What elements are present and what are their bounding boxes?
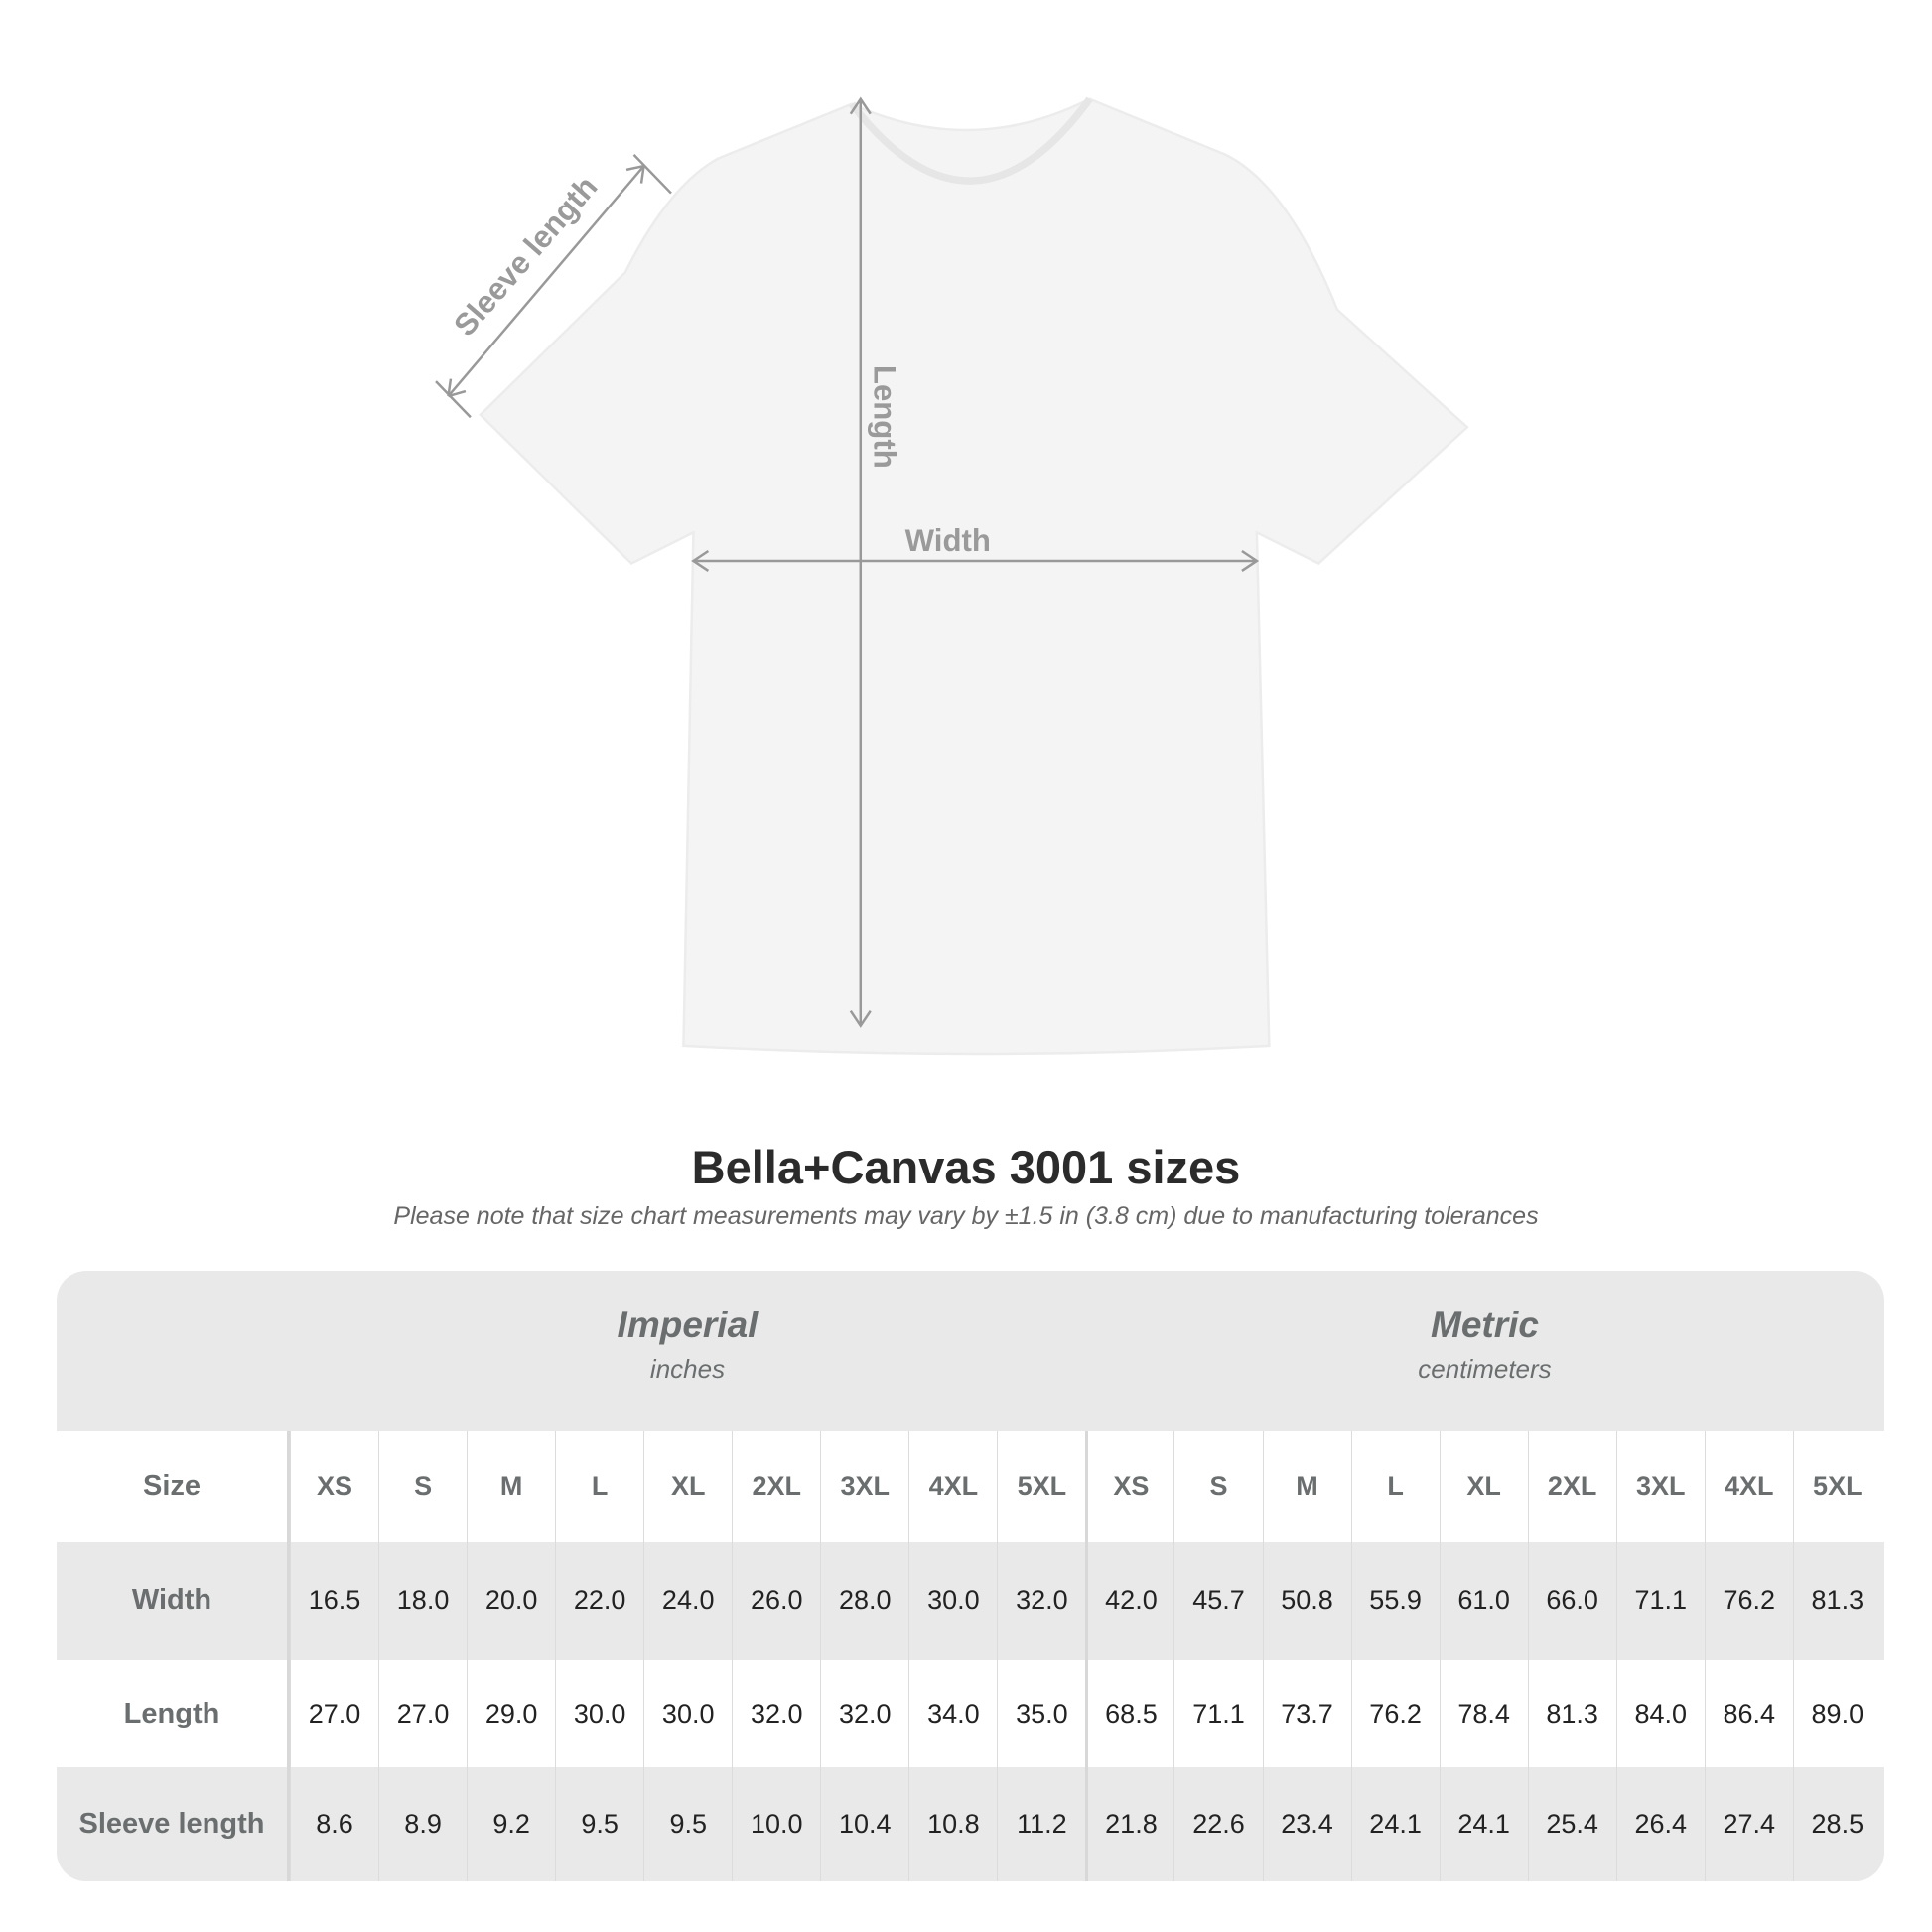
tolerance-note: Please note that size chart measurements… [393,1202,1539,1230]
imperial-value-cell: 9.5 [643,1767,732,1881]
metric-size-l: L [1350,1431,1440,1542]
imperial-value-cell: 24.0 [643,1542,732,1660]
imperial-value-cell: 28.0 [820,1542,908,1660]
size-table: Imperial inches Metric centimeters Size X… [57,1271,1884,1881]
metric-value-cell: 61.0 [1439,1542,1528,1660]
imperial-size-s: S [378,1431,467,1542]
sleeve-arrow [447,165,645,397]
metric-value-cell: 23.4 [1262,1767,1351,1881]
imperial-value-cell: 32.0 [997,1542,1085,1660]
imperial-value-cell: 10.8 [908,1767,997,1881]
metric-value-cell: 50.8 [1262,1542,1351,1660]
imperial-value-cell: 30.0 [643,1660,732,1767]
table-row-width: Width 16.5 18.0 20.0 22.0 24.0 26.0 28.0 30.0 32.… [57,1542,1884,1660]
metric-unit: centimeters [1418,1354,1552,1384]
imperial-size-l: L [555,1431,643,1542]
metric-size-4xl: 4XL [1704,1431,1793,1542]
imperial-value-cell: 29.0 [467,1660,555,1767]
imperial-value-cell: 20.0 [467,1542,555,1660]
imperial-size-xl: XL [643,1431,732,1542]
imperial-size-4xl: 4XL [908,1431,997,1542]
metric-header: Metric centimeters [1085,1271,1884,1431]
imperial-value-cell: 10.4 [820,1767,908,1881]
metric-value-cell: 24.1 [1350,1767,1440,1881]
imperial-size-3xl: 3XL [820,1431,908,1542]
table-row-sleeve-length: Sleeve length 8.6 8.9 9.2 9.5 9.5 10.0 10.4 10.8… [57,1767,1884,1881]
page-title: Bella+Canvas 3001 sizes [691,1141,1241,1193]
metric-value-cell: 76.2 [1704,1542,1793,1660]
imperial-value-cell: 11.2 [997,1767,1085,1881]
imperial-value-cell: 9.2 [467,1767,555,1881]
row-label: Length [57,1660,290,1767]
metric-size-s: S [1173,1431,1262,1542]
imperial-value-cell: 8.9 [378,1767,467,1881]
imperial-value-cell: 35.0 [997,1660,1085,1767]
imperial-value-cell: 32.0 [732,1660,820,1767]
imperial-value-cell: 27.0 [290,1660,378,1767]
imperial-unit: inches [649,1354,726,1384]
table-row-length: Length 27.0 27.0 29.0 30.0 30.0 32.0 32.0 34.0 35… [57,1660,1884,1767]
width-label: Width [905,523,991,558]
imperial-value-cell: 10.0 [732,1767,820,1881]
imperial-value-cell: 30.0 [908,1542,997,1660]
imperial-value-cell: 16.5 [290,1542,378,1660]
metric-value-cell: 86.4 [1704,1660,1793,1767]
imperial-value-cell: 30.0 [555,1660,643,1767]
imperial-value-cell: 8.6 [290,1767,378,1881]
imperial-value-cell: 26.0 [732,1542,820,1660]
metric-size-3xl: 3XL [1615,1431,1705,1542]
metric-value-cell: 25.4 [1527,1767,1616,1881]
imperial-value-cell: 22.0 [555,1542,643,1660]
tshirt-diagram: Sleeve length Length Width [435,96,1469,1056]
metric-value-cell: 73.7 [1262,1660,1351,1767]
metric-size-xl: XL [1439,1431,1528,1542]
size-header-label: Size [57,1431,290,1542]
metric-value-cell: 27.4 [1704,1767,1793,1881]
metric-value-cell: 71.1 [1615,1542,1705,1660]
metric-title: Metric [1431,1305,1539,1345]
metric-size-xs: XS [1085,1431,1173,1542]
metric-value-cell: 42.0 [1085,1542,1173,1660]
metric-value-cell: 78.4 [1439,1660,1528,1767]
imperial-size-2xl: 2XL [732,1431,820,1542]
length-label: Length [867,365,901,469]
metric-value-cell: 68.5 [1085,1660,1173,1767]
tshirt-image [479,97,1469,1056]
imperial-header: Imperial inches [290,1271,1085,1431]
metric-value-cell: 84.0 [1615,1660,1705,1767]
metric-size-5xl: 5XL [1792,1431,1881,1542]
metric-value-cell: 66.0 [1527,1542,1616,1660]
metric-value-cell: 28.5 [1792,1767,1881,1881]
row-label: Width [57,1542,290,1660]
dimension-arrows [435,96,1260,1028]
metric-size-m: M [1262,1431,1351,1542]
metric-value-cell: 45.7 [1173,1542,1262,1660]
metric-value-cell: 26.4 [1615,1767,1705,1881]
imperial-size-5xl: 5XL [997,1431,1085,1542]
metric-value-cell: 89.0 [1792,1660,1881,1767]
imperial-value-cell: 32.0 [820,1660,908,1767]
imperial-value-cell: 9.5 [555,1767,643,1881]
size-header-row: Size XS S M L XL 2XL 3XL 4XL 5XL XS S M L XL 2XL 3XL 4XL 5… [57,1431,1884,1542]
imperial-value-cell: 34.0 [908,1660,997,1767]
imperial-title: Imperial [617,1305,759,1345]
metric-value-cell: 24.1 [1439,1767,1528,1881]
row-label: Sleeve length [57,1767,290,1881]
metric-value-cell: 76.2 [1350,1660,1440,1767]
imperial-value-cell: 18.0 [378,1542,467,1660]
metric-size-2xl: 2XL [1527,1431,1616,1542]
metric-value-cell: 21.8 [1085,1767,1173,1881]
metric-value-cell: 81.3 [1792,1542,1881,1660]
metric-value-cell: 71.1 [1173,1660,1262,1767]
imperial-size-xs: XS [290,1431,378,1542]
metric-value-cell: 22.6 [1173,1767,1262,1881]
imperial-value-cell: 27.0 [378,1660,467,1767]
metric-value-cell: 81.3 [1527,1660,1616,1767]
imperial-size-m: M [467,1431,555,1542]
metric-value-cell: 55.9 [1350,1542,1440,1660]
